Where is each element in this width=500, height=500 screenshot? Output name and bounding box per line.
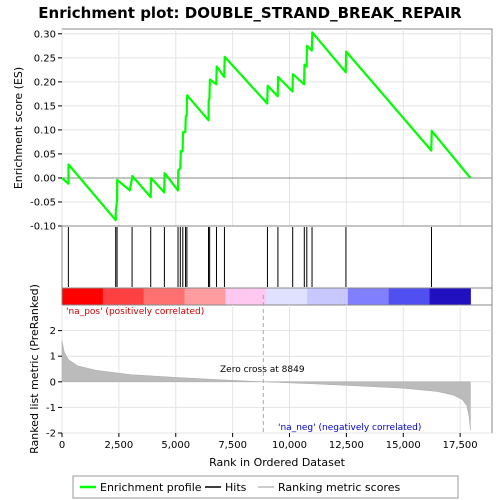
legend-label: Ranking metric scores — [278, 481, 400, 494]
x-axis-label: Rank in Ordered Dataset — [209, 456, 346, 469]
legend-label: Enrichment profile — [100, 481, 202, 494]
ranking-metric-fill — [61, 340, 471, 431]
x-tick-label: 7,500 — [218, 440, 247, 451]
es-y-axis-label: Enrichment score (ES) — [12, 67, 25, 189]
neg-annotation: 'na_neg' (negatively correlated) — [278, 423, 421, 433]
es-profile — [61, 31, 472, 222]
x-tick-label: 10,000 — [272, 440, 307, 451]
x-tick-label: 17,500 — [443, 440, 478, 451]
ranking-y-tick-label: -2 — [46, 429, 56, 440]
pos-annotation: 'na_pos' (positively correlated) — [66, 307, 204, 317]
es-y-tick-label: 0.30 — [34, 29, 56, 40]
x-tick-label: 0 — [59, 440, 65, 451]
es-y-tick-label: 0.15 — [34, 101, 56, 112]
legend: Enrichment profile Hits Ranking metric sco… — [80, 481, 400, 494]
heat-bar-segment — [225, 288, 267, 305]
ranking-y-axis-label: Ranked list metric (PreRanked) — [28, 284, 41, 454]
heat-bar-segment — [429, 288, 471, 305]
ranking-y-tick-label: -1 — [46, 403, 56, 414]
ranked-list-heat-bar — [62, 288, 471, 305]
heat-bar-segment — [102, 288, 145, 305]
heat-bar-segment — [266, 288, 308, 305]
x-axis-ticks: 0 2,500 5,000 7,500 10,000 12,500 15,000 17,500 — [59, 433, 478, 451]
x-tick-label: 15,000 — [386, 440, 421, 451]
es-y-tick-label: 0.00 — [34, 173, 56, 184]
es-panel-frame — [61, 28, 493, 227]
heat-bar-segment — [184, 288, 226, 305]
x-tick-label: 12,500 — [329, 440, 364, 451]
hits-panel-frame — [61, 225, 493, 289]
heat-bar-segment — [62, 288, 104, 305]
zero-cross-annotation: Zero cross at 8849 — [220, 365, 305, 375]
heat-bar-segment — [307, 288, 349, 305]
ranking-y-ticks: -2 -1 0 1 2 — [46, 326, 62, 440]
hits-panel — [67, 227, 432, 287]
ranking-metric-area — [61, 340, 471, 431]
ranking-y-tick-label: 0 — [50, 377, 56, 388]
ranking-y-tick-label: 1 — [50, 352, 56, 363]
heat-bar-segment — [388, 288, 431, 305]
es-y-tick-label: 0.25 — [34, 53, 56, 64]
es-profile-line — [61, 31, 472, 222]
es-y-tick-label: -0.05 — [30, 197, 56, 208]
legend-label: Hits — [225, 481, 247, 494]
es-y-tick-label: 0.05 — [34, 149, 56, 160]
es-y-ticks: -0.10 -0.05 0.00 0.05 0.10 0.15 0.20 0.25 0.30 — [30, 29, 62, 233]
ranking-panel-frame — [61, 304, 493, 434]
x-tick-label: 5,000 — [161, 440, 190, 451]
ranking-y-tick-label: 2 — [50, 326, 56, 337]
heat-bar-segment — [347, 288, 390, 305]
es-y-tick-label: 0.10 — [34, 125, 56, 136]
heat-bar-segment — [143, 288, 186, 305]
es-y-tick-label: 0.20 — [34, 77, 56, 88]
x-tick-label: 2,500 — [105, 440, 134, 451]
es-y-tick-label: -0.10 — [30, 222, 56, 233]
chart-title: Enrichment plot: DOUBLE_STRAND_BREAK_REP… — [38, 4, 462, 22]
